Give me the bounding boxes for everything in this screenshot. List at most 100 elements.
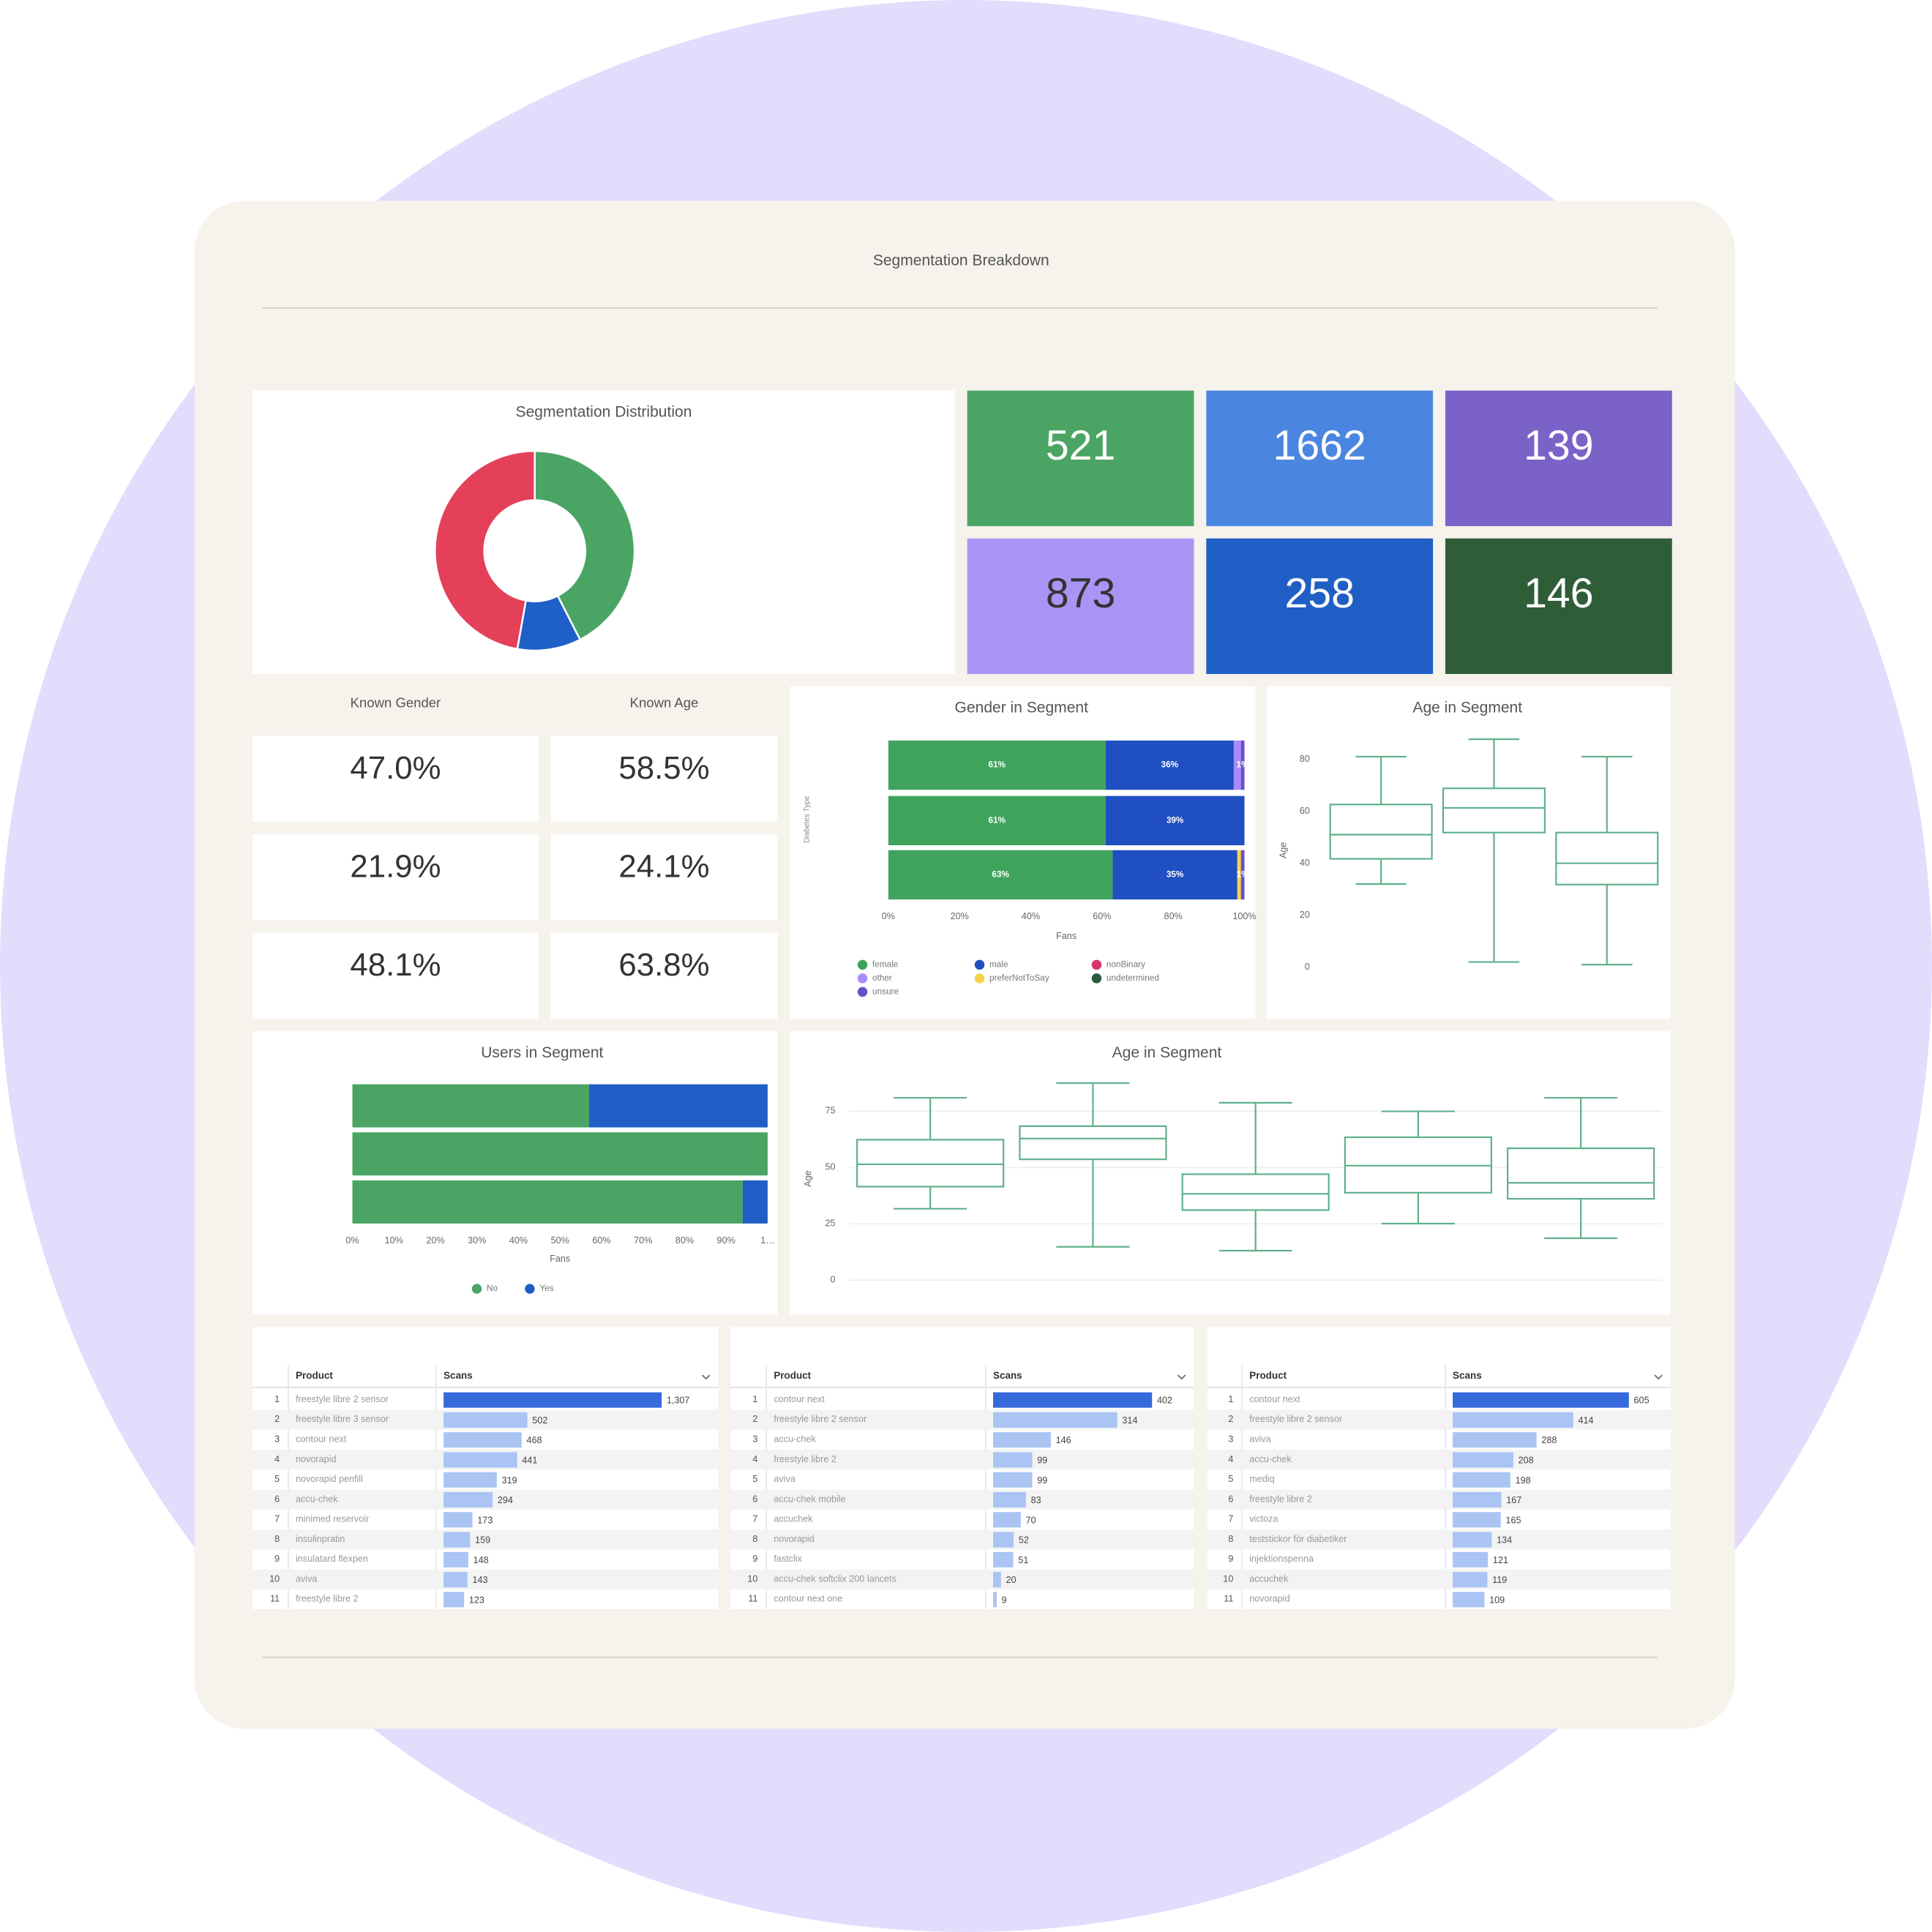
column-title: Known Gender [351, 694, 441, 710]
bar-segment [888, 740, 1106, 790]
box [1181, 1173, 1330, 1211]
row-number: 5 [1228, 1474, 1233, 1484]
row-number: 9 [752, 1554, 757, 1564]
row-number: 3 [274, 1434, 280, 1445]
scan-bar [1453, 1432, 1537, 1448]
x-tick-label: 0% [345, 1235, 359, 1246]
y-tick-label: 0 [1305, 962, 1310, 972]
x-tick-label: 50% [551, 1235, 569, 1246]
scan-bar [443, 1472, 497, 1488]
panel-title: Gender in Segment [955, 700, 1089, 716]
stat-tile [550, 834, 778, 921]
product-name: accu-chek mobile [774, 1494, 845, 1504]
row-number: 1 [752, 1394, 757, 1404]
box [856, 1139, 1005, 1188]
y-tick-label: 20 [1300, 910, 1310, 920]
row-number: 9 [274, 1554, 280, 1564]
product-name: freestyle libre 2 sensor [296, 1394, 389, 1404]
legend-swatch [857, 973, 868, 984]
legend-swatch [471, 1284, 482, 1294]
kpi-tile [967, 538, 1194, 674]
row-number: 2 [274, 1414, 280, 1424]
y-tick-label: 80 [1300, 754, 1310, 764]
scan-label: 99 [1037, 1475, 1047, 1486]
scan-label: 20 [1006, 1575, 1016, 1585]
kpi-tile [1445, 538, 1672, 674]
scan-bar [993, 1532, 1014, 1548]
scan-label: 173 [477, 1515, 493, 1525]
bar-label: 63% [992, 870, 1009, 880]
panel-title: Users in Segment [481, 1044, 603, 1061]
product-name: freestyle libre 2 sensor [1249, 1414, 1342, 1424]
product-name: novorapid [296, 1454, 336, 1464]
scan-bar [1453, 1512, 1501, 1528]
row-number: 11 [1224, 1594, 1233, 1604]
scan-label: 605 [1634, 1396, 1650, 1406]
sort-toggle[interactable] [702, 1374, 711, 1380]
x-tick-label: 30% [468, 1235, 486, 1246]
legend-label: undetermined [1107, 973, 1159, 983]
box [1555, 831, 1659, 886]
bar-segment [1237, 850, 1241, 900]
row-number: 2 [752, 1414, 757, 1424]
product-name: accu-chek [774, 1434, 816, 1445]
product-name: mediq [1249, 1474, 1274, 1484]
legend-label: other [872, 973, 892, 983]
scan-bar [1453, 1472, 1510, 1488]
product-name: contour next [1249, 1394, 1300, 1404]
row-stripe [1208, 1489, 1671, 1510]
product-name: contour next [296, 1434, 347, 1445]
row-stripe [252, 1569, 719, 1590]
scan-bar [993, 1512, 1021, 1528]
x-tick-label: 60% [1093, 911, 1111, 921]
row-number: 1 [274, 1394, 280, 1404]
scan-bar [443, 1392, 662, 1408]
column-header: Scans [443, 1370, 473, 1381]
y-tick-label: 50 [825, 1162, 835, 1172]
product-name: aviva [1249, 1434, 1271, 1445]
scan-label: 502 [532, 1415, 547, 1426]
legend-swatch [974, 973, 985, 984]
scan-label: 1,307 [667, 1396, 690, 1406]
column-header: Scans [993, 1370, 1022, 1381]
product-name: novorapid [1249, 1594, 1289, 1604]
scan-bar [1453, 1392, 1629, 1408]
product-name: insulatard flexpen [296, 1554, 368, 1564]
x-tick-label: 10% [385, 1235, 403, 1246]
stat-tile [550, 735, 778, 823]
box [1329, 804, 1433, 860]
row-number: 2 [1228, 1414, 1233, 1424]
product-name: freestyle libre 2 [1249, 1494, 1312, 1504]
bar-segment [352, 1132, 768, 1176]
product-name: accu-chek softclix 200 lancets [774, 1573, 896, 1584]
box [1442, 787, 1546, 834]
scan-bar [1453, 1572, 1488, 1588]
kpi-tile [1445, 390, 1672, 526]
row-number: 7 [752, 1514, 757, 1524]
scan-bar [993, 1392, 1153, 1408]
sort-toggle[interactable] [1654, 1374, 1663, 1380]
scan-bar [993, 1452, 1033, 1468]
scan-bar [993, 1572, 1001, 1588]
row-number: 4 [752, 1454, 757, 1464]
kpi-value: 521 [1046, 422, 1116, 469]
row-number: 8 [1228, 1534, 1233, 1544]
bar-segment [588, 1084, 768, 1128]
legend-label: Yes [539, 1284, 553, 1293]
row-number: 6 [274, 1494, 280, 1504]
bar-segment [888, 850, 1113, 900]
row-number: 5 [274, 1474, 280, 1484]
scan-label: 121 [1493, 1555, 1508, 1565]
kpi-value: 873 [1046, 570, 1116, 617]
product-name: novorapid [774, 1534, 814, 1544]
scan-label: 294 [498, 1495, 513, 1505]
kpi-tile [1206, 538, 1434, 674]
scan-label: 99 [1037, 1455, 1047, 1465]
product-name: accu-chek [1249, 1454, 1292, 1464]
sort-toggle[interactable] [1177, 1374, 1186, 1380]
kpi-value: 139 [1524, 422, 1594, 469]
row-number: 10 [747, 1573, 757, 1584]
column-header: Product [296, 1370, 333, 1381]
bar-label: 1% [1237, 760, 1250, 770]
product-name: fastclix [774, 1554, 802, 1564]
